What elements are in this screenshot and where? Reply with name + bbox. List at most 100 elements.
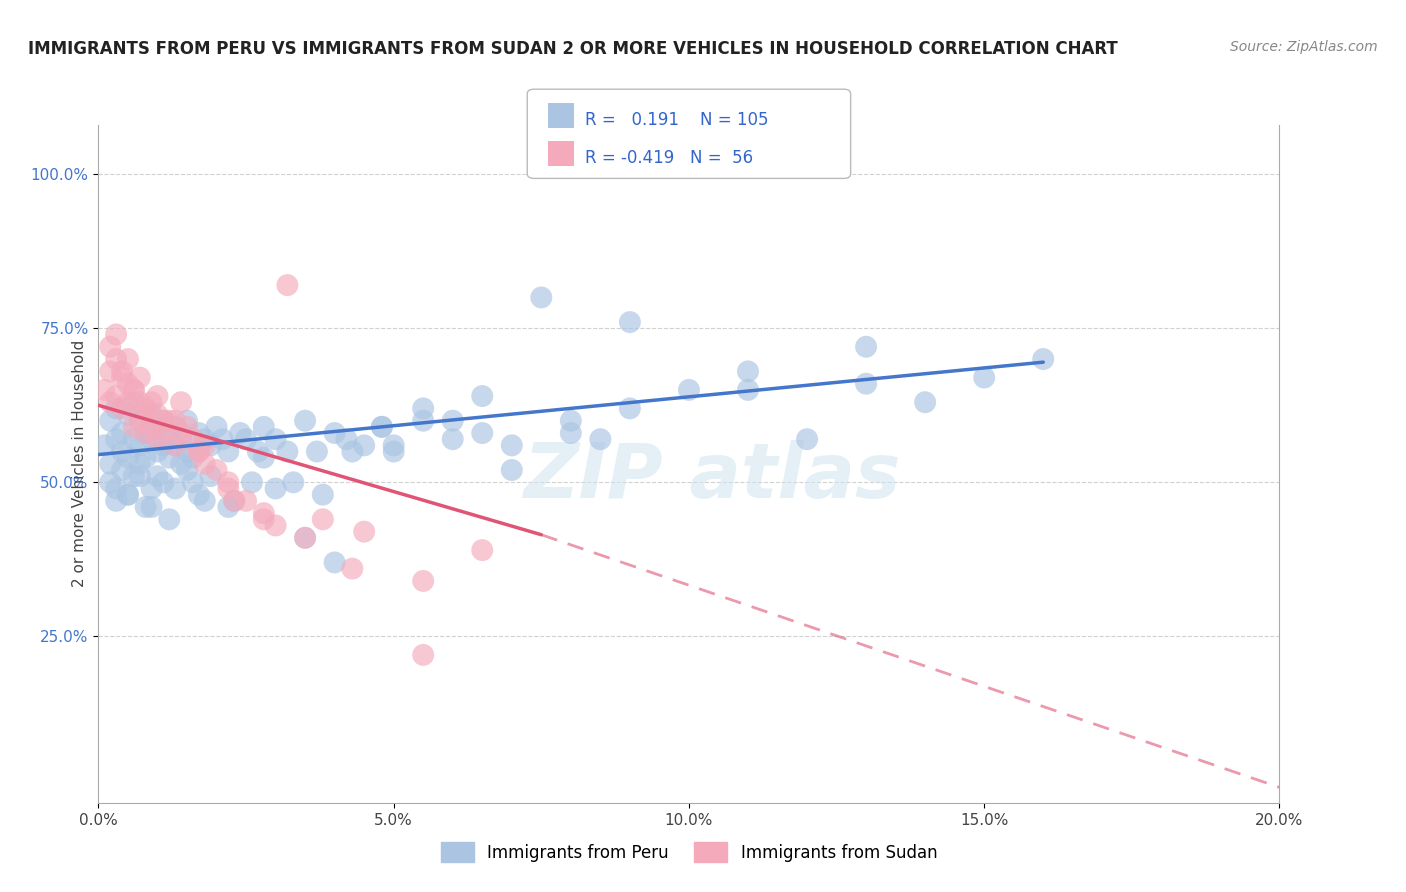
- Point: [264, 482, 287, 496]
- Point: [737, 364, 759, 378]
- Point: [146, 469, 169, 483]
- Point: [194, 432, 217, 446]
- Point: [105, 327, 128, 342]
- Point: [93, 383, 115, 397]
- Point: [128, 414, 150, 428]
- Legend: Immigrants from Peru, Immigrants from Sudan: Immigrants from Peru, Immigrants from Su…: [434, 836, 943, 869]
- Point: [122, 383, 145, 397]
- Point: [111, 444, 134, 458]
- Point: [165, 438, 187, 452]
- Point: [152, 425, 174, 440]
- Point: [501, 438, 523, 452]
- Point: [122, 420, 145, 434]
- Point: [146, 420, 169, 434]
- Point: [412, 574, 434, 588]
- Point: [323, 556, 346, 570]
- Point: [855, 340, 877, 354]
- Point: [117, 488, 139, 502]
- Point: [128, 457, 150, 471]
- Point: [560, 425, 582, 440]
- Point: [105, 352, 128, 367]
- Point: [796, 432, 818, 446]
- Point: [294, 531, 316, 545]
- Point: [187, 425, 209, 440]
- Point: [224, 493, 246, 508]
- Point: [141, 432, 163, 446]
- Point: [471, 543, 494, 558]
- Point: [973, 370, 995, 384]
- Point: [283, 475, 305, 490]
- Point: [135, 450, 157, 465]
- Point: [128, 438, 150, 452]
- Point: [371, 420, 394, 434]
- Point: [98, 395, 121, 409]
- Point: [176, 444, 198, 458]
- Point: [181, 475, 204, 490]
- Point: [441, 432, 464, 446]
- Point: [135, 500, 157, 514]
- Point: [141, 408, 163, 422]
- Point: [176, 414, 198, 428]
- Point: [253, 450, 276, 465]
- Point: [135, 425, 157, 440]
- Point: [619, 401, 641, 416]
- Point: [117, 352, 139, 367]
- Point: [217, 444, 239, 458]
- Point: [141, 420, 163, 434]
- Point: [235, 493, 257, 508]
- Text: R = -0.419   N =  56: R = -0.419 N = 56: [585, 149, 754, 167]
- Point: [187, 488, 209, 502]
- Point: [135, 425, 157, 440]
- Point: [165, 420, 187, 434]
- Point: [312, 512, 335, 526]
- Point: [117, 450, 139, 465]
- Point: [294, 531, 316, 545]
- Point: [105, 401, 128, 416]
- Point: [205, 463, 228, 477]
- Point: [217, 500, 239, 514]
- Point: [412, 401, 434, 416]
- Point: [98, 340, 121, 354]
- Point: [253, 420, 276, 434]
- Point: [187, 444, 209, 458]
- Point: [342, 444, 364, 458]
- Point: [105, 389, 128, 403]
- Point: [170, 432, 193, 446]
- Point: [914, 395, 936, 409]
- Point: [98, 475, 121, 490]
- Point: [211, 432, 233, 446]
- Point: [194, 438, 217, 452]
- Point: [157, 450, 180, 465]
- Point: [146, 408, 169, 422]
- Point: [224, 493, 246, 508]
- Point: [152, 438, 174, 452]
- Point: [152, 475, 174, 490]
- Point: [217, 482, 239, 496]
- Point: [276, 278, 298, 293]
- Point: [165, 438, 187, 452]
- Point: [412, 414, 434, 428]
- Point: [382, 438, 405, 452]
- Y-axis label: 2 or more Vehicles in Household: 2 or more Vehicles in Household: [72, 340, 87, 588]
- Point: [312, 488, 335, 502]
- Point: [111, 370, 134, 384]
- Point: [176, 463, 198, 477]
- Point: [135, 401, 157, 416]
- Point: [305, 444, 328, 458]
- Point: [181, 432, 204, 446]
- Point: [122, 432, 145, 446]
- Point: [141, 482, 163, 496]
- Point: [146, 444, 169, 458]
- Point: [157, 512, 180, 526]
- Point: [122, 383, 145, 397]
- Point: [335, 432, 357, 446]
- Point: [194, 457, 217, 471]
- Point: [111, 364, 134, 378]
- Point: [229, 425, 252, 440]
- Point: [152, 414, 174, 428]
- Point: [589, 432, 612, 446]
- Point: [200, 469, 222, 483]
- Point: [246, 444, 269, 458]
- Point: [855, 376, 877, 391]
- Point: [111, 463, 134, 477]
